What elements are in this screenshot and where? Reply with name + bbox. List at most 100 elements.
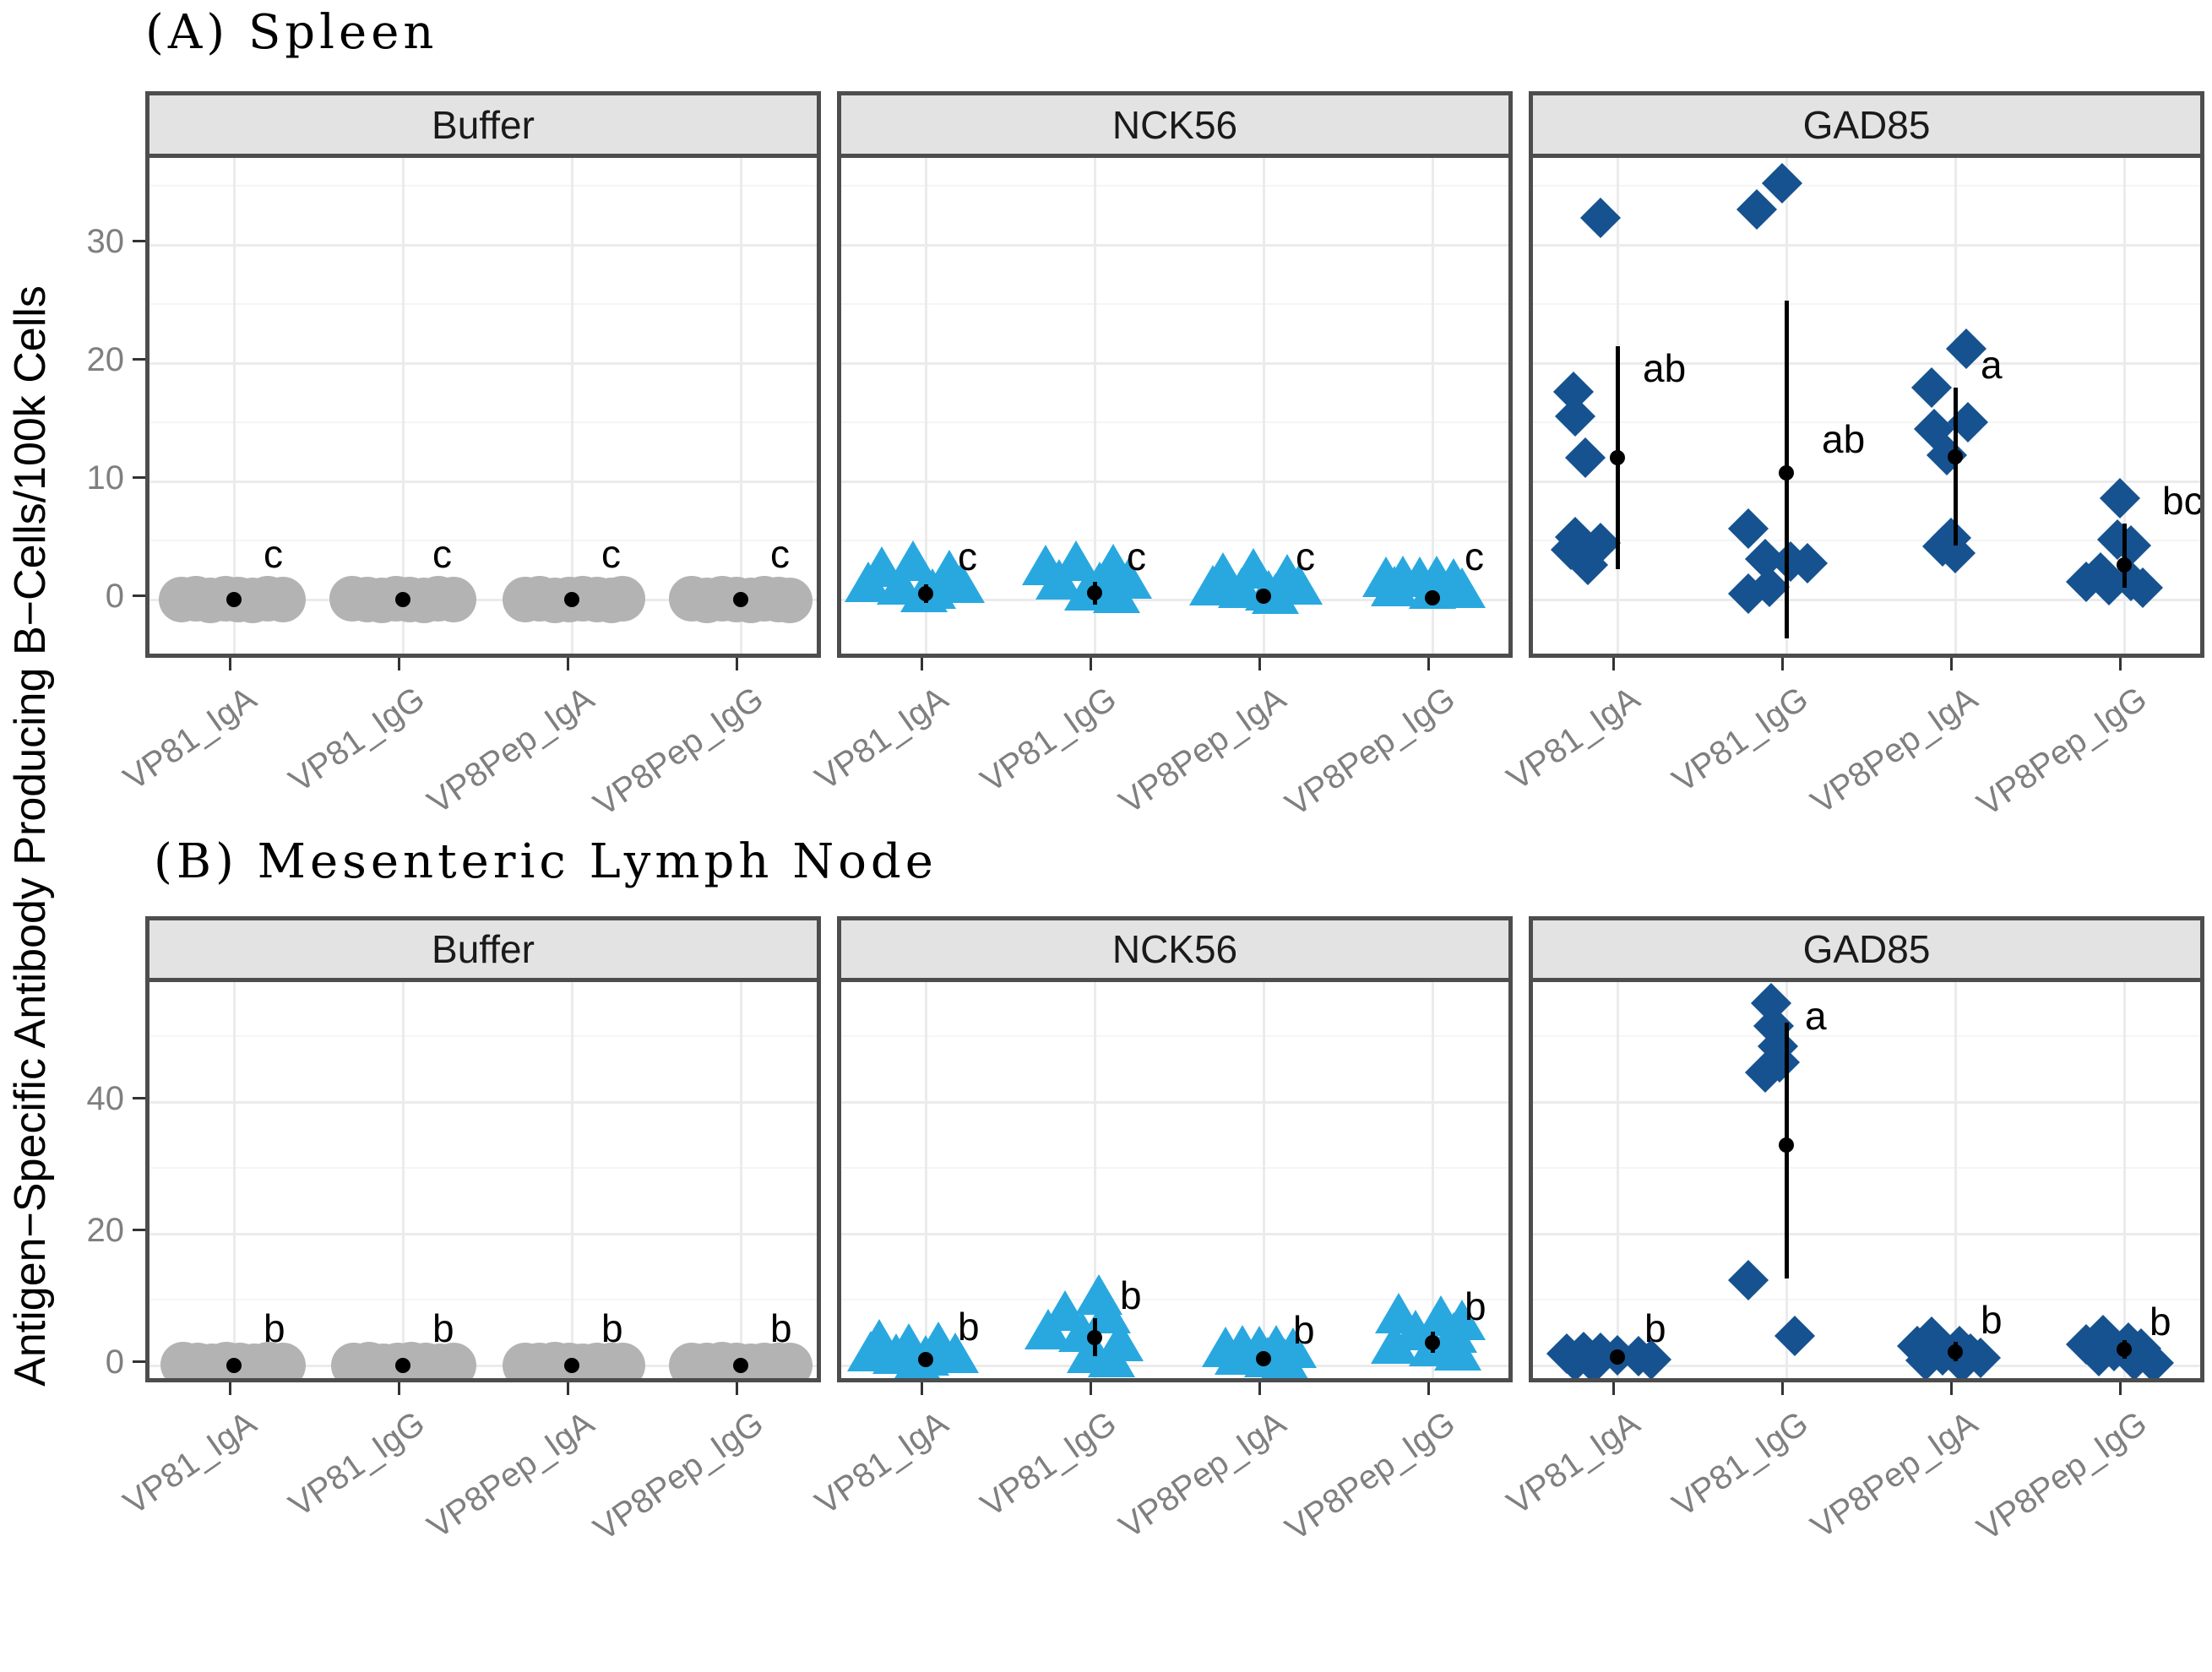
- y-tick-label: 0: [105, 578, 124, 615]
- gridline: [1093, 158, 1096, 654]
- mean-dot: [918, 586, 933, 601]
- gridline: [1533, 303, 2200, 305]
- gridline: [149, 1299, 817, 1300]
- gridline: [2122, 982, 2126, 1378]
- x-tick-label: VP8Pep_IgA: [421, 680, 601, 822]
- data-point: [1774, 1315, 1816, 1356]
- sig-letter: b: [958, 1304, 980, 1349]
- mean-dot: [1948, 448, 1963, 464]
- mean-dot: [1256, 1351, 1271, 1367]
- x-tick-label: VP8Pep_IgG: [586, 1404, 770, 1548]
- facet-strip: Buffer: [145, 916, 821, 978]
- gridline: [841, 1035, 1508, 1037]
- gridline: [1533, 1299, 2200, 1300]
- sig-letter: b: [2149, 1300, 2171, 1344]
- gridline: [149, 303, 817, 305]
- gridline: [1533, 480, 2200, 483]
- sig-letter: b: [1120, 1273, 1142, 1318]
- gridline: [149, 540, 817, 541]
- x-tick-label: VP81_IgA: [808, 680, 955, 798]
- y-tick-label: 40: [86, 1080, 125, 1117]
- gridline: [149, 598, 817, 601]
- gridline: [1533, 421, 2200, 423]
- axis-tick: [1949, 1382, 1953, 1395]
- sig-letter: c: [958, 534, 977, 578]
- x-tick-label: VP81_IgG: [974, 1404, 1124, 1524]
- axis-tick: [1780, 658, 1784, 670]
- facet-strip-label: NCK56: [1111, 927, 1238, 971]
- x-tick-label: VP81_IgA: [117, 680, 264, 798]
- mean-dot: [564, 1358, 579, 1373]
- sig-letter: a: [1981, 342, 2003, 387]
- gridline: [149, 1167, 817, 1169]
- facet-strip: NCK56: [837, 91, 1513, 154]
- gridline: [232, 982, 236, 1378]
- gridline: [570, 982, 573, 1378]
- facet-strip-label: Buffer: [432, 927, 535, 971]
- gridline: [1533, 1035, 2200, 1037]
- axis-tick: [566, 1382, 569, 1395]
- data-point: [431, 577, 476, 622]
- data-point: [1554, 395, 1596, 437]
- axis-tick: [133, 1360, 145, 1363]
- x-tick-label: VP8Pep_IgA: [421, 1404, 601, 1546]
- facet-strip: GAD85: [1529, 916, 2204, 978]
- x-tick-label: VP81_IgA: [1500, 1404, 1647, 1523]
- axis-tick: [133, 1096, 145, 1099]
- axis-tick: [1780, 1382, 1784, 1395]
- axis-tick: [228, 1382, 231, 1395]
- plot-area: b a b b: [1529, 978, 2204, 1382]
- data-point: [260, 1343, 306, 1378]
- data-point: [1910, 367, 1953, 409]
- gridline: [1533, 598, 2200, 601]
- plot-area: ab ab a bc: [1529, 154, 2204, 658]
- gridline: [841, 243, 1508, 247]
- axis-tick: [1427, 658, 1430, 670]
- mean-dot: [2117, 557, 2132, 573]
- gridline: [149, 1035, 817, 1037]
- axis-tick: [133, 594, 145, 597]
- y-tick-label: 20: [86, 341, 125, 378]
- axis-tick: [133, 357, 145, 361]
- sig-letter: c: [264, 531, 283, 576]
- sig-letter: c: [770, 531, 790, 576]
- x-tick-label: VP81_IgG: [1666, 680, 1816, 800]
- gridline: [401, 158, 405, 654]
- data-point: [1761, 163, 1803, 204]
- sig-letter: a: [1805, 993, 1827, 1038]
- mean-dot: [918, 1351, 933, 1367]
- gridline: [924, 158, 927, 654]
- sig-letter: c: [601, 531, 621, 576]
- y-tick-label: 30: [86, 223, 125, 260]
- gridline: [2122, 158, 2126, 654]
- gridline: [1533, 1167, 2200, 1169]
- mean-dot: [1425, 589, 1440, 605]
- gridline: [841, 540, 1508, 541]
- x-tick-label: VP8Pep_IgG: [1278, 1404, 1462, 1548]
- sig-letter: b: [1981, 1297, 2003, 1342]
- facet-strip-label: Buffer: [432, 102, 535, 147]
- x-tick-label: VP81_IgA: [1500, 680, 1647, 798]
- gridline: [841, 1232, 1508, 1235]
- mean-dot: [1087, 1330, 1102, 1346]
- gridline: [149, 361, 817, 365]
- axis-tick: [2118, 1382, 2122, 1395]
- axis-tick: [566, 658, 569, 670]
- mean-dot: [395, 592, 410, 607]
- gridline: [1262, 158, 1265, 654]
- axis-tick: [133, 475, 145, 479]
- data-point: [1579, 197, 1622, 238]
- gridline: [1533, 1100, 2200, 1104]
- gridline: [841, 598, 1508, 601]
- mean-dot: [1779, 1137, 1794, 1153]
- gridline: [149, 1364, 817, 1367]
- sig-letter: b: [264, 1306, 285, 1351]
- axis-tick: [1258, 658, 1261, 670]
- gridline: [1431, 158, 1434, 654]
- mean-dot: [2117, 1342, 2132, 1358]
- gridline: [841, 1299, 1508, 1300]
- gridline: [401, 982, 405, 1378]
